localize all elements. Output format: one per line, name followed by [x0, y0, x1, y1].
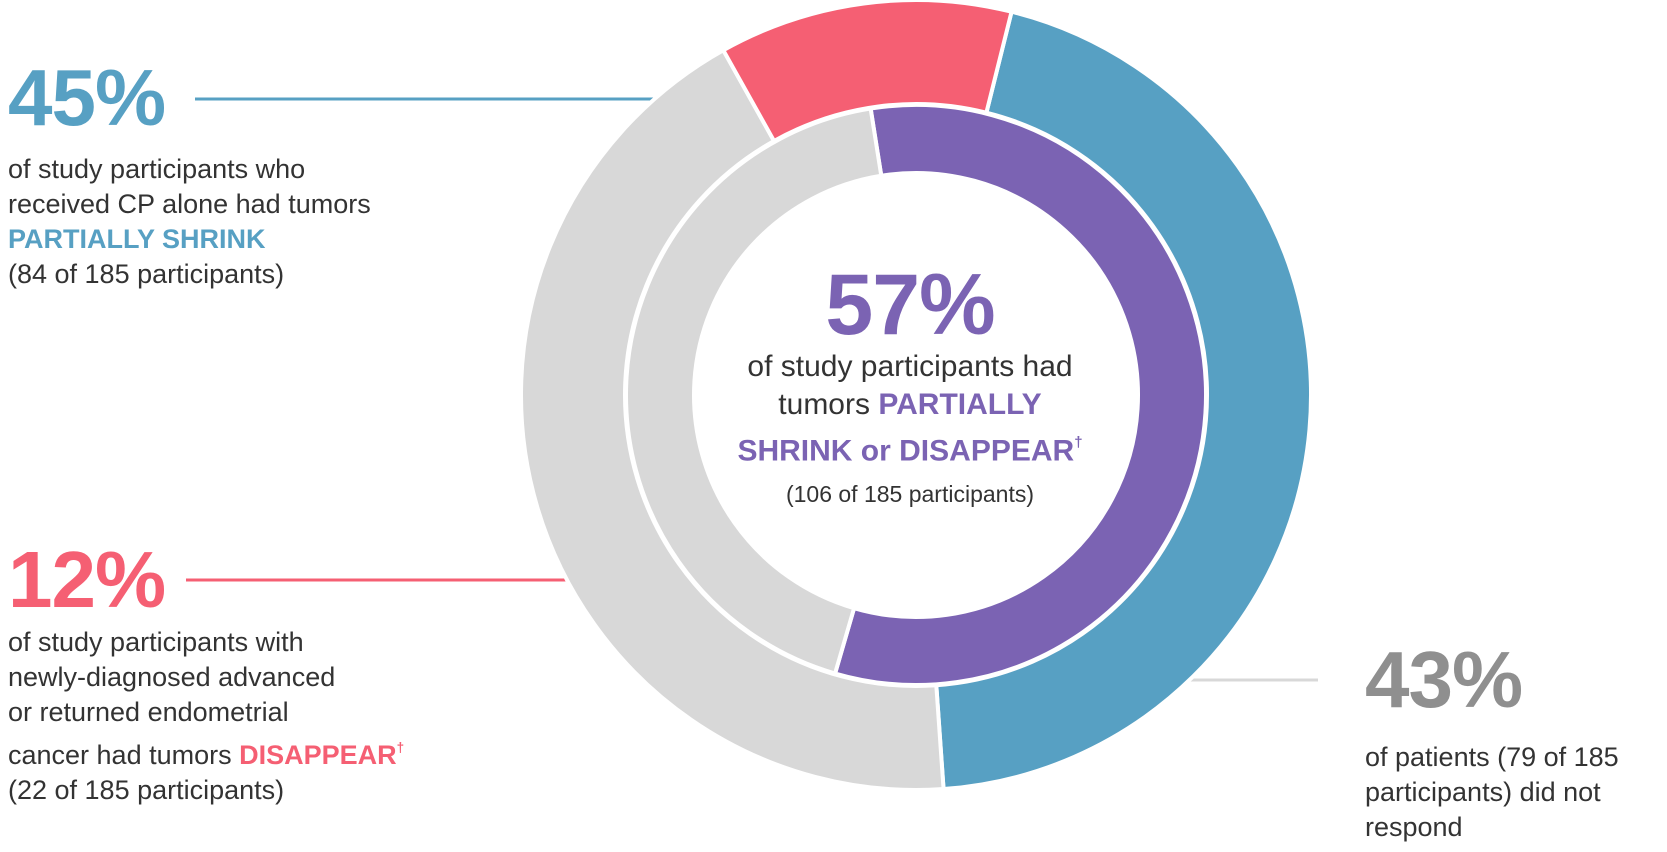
- center-count: (106 of 185 participants): [785, 480, 1035, 507]
- center-line2: tumors PARTIALLY: [700, 386, 1120, 424]
- center-percent: 57%: [825, 257, 995, 353]
- disappear-percent: 12%: [8, 535, 166, 624]
- disappear-line3: or returned endometrial: [8, 697, 289, 727]
- no-response-line3: respond: [1365, 812, 1463, 842]
- no-response-description: of patients (79 of 185 participants) did…: [1365, 740, 1619, 845]
- no-response-line1: of patients (79 of 185: [1365, 742, 1619, 772]
- disappear-description: of study participants with newly-diagnos…: [8, 625, 404, 808]
- center-line3: SHRINK or DISAPPEAR†: [700, 424, 1120, 471]
- partial-shrink-count: (84 of 185 participants): [8, 259, 285, 289]
- disappear-line1: of study participants with: [8, 627, 304, 657]
- center-highlight-2: SHRINK or DISAPPEAR: [737, 434, 1075, 468]
- disappear-line4-text: cancer had tumors: [8, 740, 240, 771]
- center-line2-text: tumors: [778, 388, 879, 421]
- disappear-highlight: DISAPPEAR: [239, 740, 397, 771]
- partial-shrink-description: of study participants who received CP al…: [8, 152, 371, 292]
- inner-slice-0: [832, 103, 1208, 687]
- center-line1: of study participants had: [747, 350, 1073, 383]
- inner-slice-1: [624, 106, 884, 676]
- partial-shrink-line1: of study participants who: [8, 154, 306, 184]
- partial-shrink-highlight: PARTIALLY SHRINK: [8, 224, 266, 254]
- donut-center-label: 57% of study participants had tumors PAR…: [700, 262, 1120, 509]
- partial-shrink-percent: 45%: [8, 53, 166, 142]
- disappear-line2: newly-diagnosed advanced: [8, 662, 336, 692]
- center-dagger: †: [1074, 434, 1083, 451]
- disappear-count: (22 of 185 participants): [8, 775, 285, 806]
- disappear-line4: cancer had tumors DISAPPEAR†: [8, 730, 404, 773]
- no-response-line2: participants) did not: [1365, 777, 1601, 807]
- inner-ring: [624, 103, 1208, 687]
- no-response-percent: 43%: [1365, 635, 1523, 724]
- partial-shrink-line2: received CP alone had tumors: [8, 189, 371, 219]
- center-highlight-1: PARTIALLY: [878, 388, 1042, 421]
- disappear-dagger: †: [396, 740, 405, 755]
